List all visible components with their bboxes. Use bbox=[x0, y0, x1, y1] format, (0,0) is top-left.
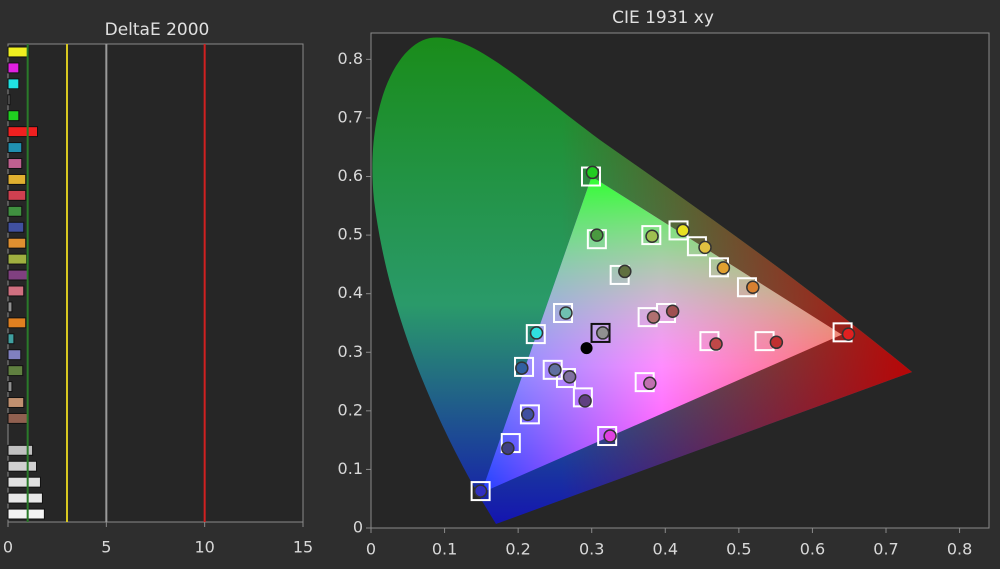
bar bbox=[7, 492, 43, 504]
x-tick-label: 5 bbox=[101, 538, 111, 557]
bar bbox=[7, 412, 29, 424]
measured-point bbox=[769, 335, 784, 350]
bar bbox=[7, 173, 27, 185]
x-tick-label: 15 bbox=[293, 538, 313, 557]
bar bbox=[7, 444, 34, 456]
measured-point bbox=[643, 376, 657, 391]
plot-area bbox=[7, 43, 304, 523]
chart-title: CIE 1931 xy bbox=[612, 8, 714, 28]
x-tick-label: 0.7 bbox=[873, 540, 898, 559]
gamut-triangle-overlay bbox=[481, 176, 842, 493]
measured-point bbox=[746, 280, 760, 294]
bar bbox=[7, 381, 13, 393]
measured-point bbox=[841, 327, 856, 341]
x-tick-label: 10 bbox=[194, 538, 214, 557]
measured-point bbox=[559, 306, 573, 320]
measured-point bbox=[548, 363, 562, 377]
bar bbox=[7, 476, 41, 488]
measured-point bbox=[562, 370, 577, 384]
measured-point bbox=[618, 264, 632, 279]
measured-point bbox=[698, 240, 712, 255]
x-tick-label: 0.5 bbox=[726, 540, 751, 559]
measured-point bbox=[529, 326, 544, 340]
measured-point bbox=[665, 304, 680, 319]
x-tick-label: 0.3 bbox=[579, 540, 604, 559]
x-tick-label: 0.2 bbox=[505, 540, 530, 559]
target-square bbox=[470, 481, 491, 502]
bar bbox=[7, 94, 11, 106]
chart-title: DeltaE 2000 bbox=[105, 20, 210, 40]
bar bbox=[7, 365, 24, 377]
bar bbox=[7, 78, 20, 90]
measured-point bbox=[716, 261, 731, 275]
measured-point bbox=[645, 229, 659, 244]
y-tick-label: 0.7 bbox=[338, 107, 363, 126]
bar bbox=[7, 142, 23, 154]
x-tick-label: 0 bbox=[3, 538, 13, 557]
bar bbox=[7, 460, 38, 472]
x-tick-label: 0.4 bbox=[653, 540, 678, 559]
y-tick-label: 0.1 bbox=[338, 459, 363, 478]
bar bbox=[7, 397, 25, 408]
measured-point bbox=[585, 165, 600, 180]
bar bbox=[7, 62, 20, 74]
x-tick-label: 0 bbox=[366, 540, 376, 559]
measured-point bbox=[590, 228, 604, 242]
measured-point bbox=[646, 310, 661, 324]
bar bbox=[7, 237, 27, 249]
bar bbox=[7, 317, 27, 329]
target-square bbox=[514, 356, 535, 377]
bar bbox=[7, 285, 25, 297]
y-tick-label: 0.4 bbox=[338, 283, 363, 302]
measured-point bbox=[603, 429, 617, 443]
y-tick-label: 0 bbox=[353, 518, 363, 537]
bar bbox=[7, 269, 30, 281]
y-tick-label: 0.6 bbox=[338, 166, 363, 185]
measured-point bbox=[520, 407, 535, 422]
measured-point bbox=[473, 484, 488, 498]
x-tick-label: 0.1 bbox=[432, 540, 457, 559]
measured-point bbox=[501, 441, 515, 456]
y-tick-label: 0.3 bbox=[338, 342, 363, 361]
measured-point bbox=[709, 337, 723, 351]
target-square bbox=[525, 324, 546, 345]
bar bbox=[7, 126, 38, 138]
y-tick-label: 0.5 bbox=[338, 225, 363, 244]
measured-point bbox=[596, 326, 610, 340]
x-tick-label: 0.6 bbox=[800, 540, 825, 559]
bar bbox=[7, 221, 25, 233]
target-square bbox=[641, 225, 662, 246]
bar bbox=[7, 349, 22, 361]
bar bbox=[7, 189, 27, 201]
y-tick-label: 0.8 bbox=[338, 49, 363, 68]
x-tick-label: 0.8 bbox=[947, 540, 972, 559]
target-square bbox=[519, 404, 540, 425]
target-square bbox=[590, 322, 611, 343]
white-point bbox=[580, 342, 593, 355]
measured-point bbox=[515, 361, 529, 375]
bar bbox=[7, 46, 30, 58]
bar bbox=[7, 158, 23, 169]
y-tick-label: 0.2 bbox=[338, 400, 363, 419]
bar bbox=[7, 333, 15, 345]
bar bbox=[7, 205, 23, 217]
bar bbox=[7, 253, 28, 265]
measured-point bbox=[578, 394, 592, 408]
bar bbox=[7, 301, 13, 313]
bar bbox=[7, 508, 45, 520]
measured-point bbox=[676, 223, 690, 238]
bar bbox=[7, 110, 20, 122]
